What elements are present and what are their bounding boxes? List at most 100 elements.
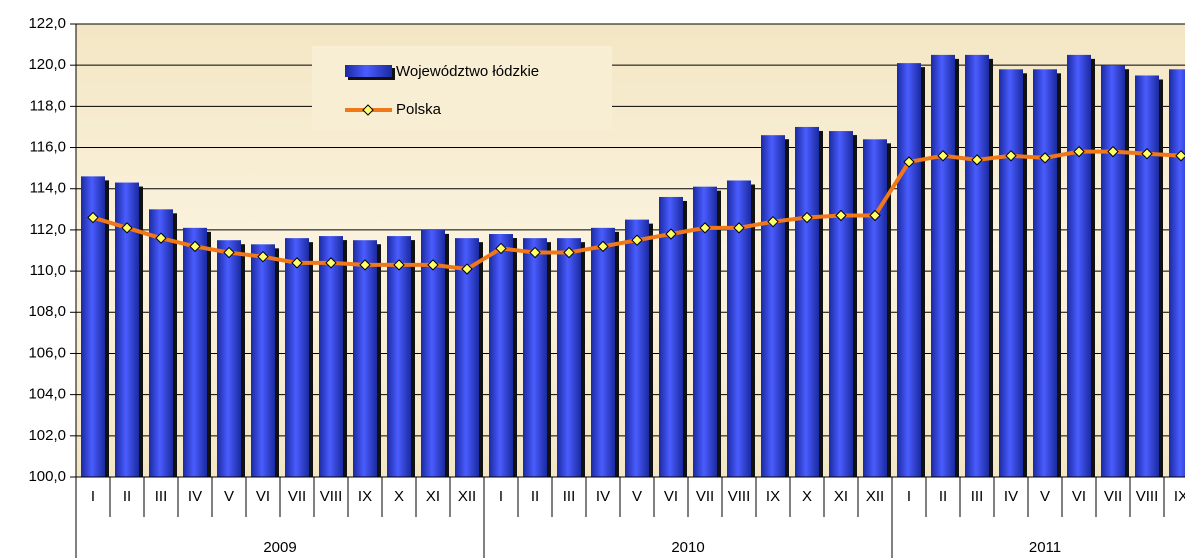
x-tick-label: I — [907, 488, 911, 505]
x-tick-label: III — [563, 488, 576, 505]
legend-swatch — [345, 65, 392, 77]
x-tick-label: II — [123, 488, 131, 505]
legend-label: Województwo łódzkie — [396, 63, 539, 80]
bar — [387, 236, 411, 477]
y-tick-label: 118,0 — [30, 97, 66, 114]
bar — [81, 176, 105, 477]
line-marker — [189, 240, 201, 253]
bar — [251, 244, 275, 477]
x-tick-label: X — [802, 488, 812, 505]
y-tick-label: 100,0 — [28, 468, 66, 485]
x-tick-label: III — [971, 488, 984, 505]
bar — [1169, 69, 1185, 478]
x-tick-label: V — [1040, 488, 1050, 505]
bar — [625, 219, 649, 477]
bar — [149, 209, 173, 477]
line-marker — [291, 257, 303, 269]
bar — [557, 238, 581, 477]
bar — [693, 186, 717, 477]
x-tick-label: XII — [866, 488, 884, 505]
x-tick-label: VIII — [1136, 488, 1159, 505]
bar — [1135, 75, 1159, 478]
y-tick-label: 122,0 — [28, 15, 66, 32]
group-label: 2009 — [263, 539, 296, 556]
bar — [1067, 54, 1091, 478]
bar — [285, 238, 309, 477]
x-tick-label: IV — [188, 488, 202, 505]
line-marker — [1175, 150, 1185, 162]
x-tick-label: VI — [664, 488, 678, 505]
bar — [761, 135, 785, 477]
line-marker — [903, 156, 915, 168]
line-marker — [563, 246, 575, 259]
x-tick-label: X — [394, 488, 404, 505]
bar — [421, 229, 445, 477]
line-marker — [1073, 145, 1085, 158]
line-marker — [869, 209, 881, 222]
line-marker — [427, 259, 439, 271]
x-tick-label: VII — [1104, 488, 1122, 505]
line-marker — [257, 250, 269, 263]
line-marker — [801, 211, 813, 224]
x-tick-label: I — [499, 488, 503, 505]
line-marker — [223, 246, 235, 259]
x-tick-label: XI — [834, 488, 848, 505]
line-marker — [325, 257, 337, 269]
y-tick-label: 106,0 — [28, 344, 66, 361]
group-label: 2010 — [671, 539, 704, 556]
y-tick-label: 120,0 — [28, 56, 66, 73]
x-tick-label: VIII — [728, 488, 751, 505]
line-marker — [733, 222, 745, 234]
x-tick-label: III — [155, 488, 168, 505]
x-tick-label: VII — [696, 488, 714, 505]
bar — [591, 227, 615, 477]
x-tick-label: IV — [596, 488, 610, 505]
bar — [183, 227, 207, 477]
line-marker — [495, 242, 507, 255]
y-tick-label: 116,0 — [30, 139, 66, 156]
line-marker — [767, 215, 779, 228]
x-tick-label: II — [531, 488, 539, 505]
bar — [931, 54, 955, 478]
line-marker — [835, 209, 847, 222]
bar — [217, 240, 241, 477]
bar — [319, 236, 343, 477]
line-marker — [937, 150, 949, 162]
line-marker — [597, 240, 609, 253]
bar — [999, 69, 1023, 478]
line-marker — [359, 259, 371, 271]
line-marker — [87, 211, 99, 224]
x-tick-label: VI — [256, 488, 270, 505]
y-tick-label: 110,0 — [30, 262, 66, 279]
bar — [863, 139, 887, 478]
y-tick-label: 112,0 — [30, 221, 66, 238]
legend-label: Polska — [396, 101, 442, 118]
line-marker — [971, 154, 983, 166]
y-tick-label: 104,0 — [28, 386, 66, 403]
legend-marker — [362, 104, 374, 116]
x-tick-label: XII — [458, 488, 476, 505]
line-marker — [393, 259, 405, 271]
x-tick-label: XI — [426, 488, 440, 505]
bar — [795, 126, 819, 478]
line-marker — [155, 232, 167, 244]
line-marker — [665, 228, 677, 240]
bar — [455, 238, 479, 477]
line-marker — [1141, 148, 1153, 160]
bar — [1033, 69, 1057, 478]
bar — [659, 196, 683, 478]
line-marker — [121, 222, 133, 234]
x-tick-label: V — [632, 488, 642, 505]
y-tick-label: 108,0 — [28, 303, 66, 320]
bar — [829, 131, 853, 477]
line-marker — [529, 246, 541, 259]
bar — [1101, 65, 1125, 477]
line-marker — [461, 263, 473, 275]
x-tick-label: I — [91, 488, 95, 505]
bar — [353, 240, 377, 477]
bar — [523, 238, 547, 477]
line-marker — [1039, 152, 1051, 164]
legend-box — [312, 46, 612, 130]
y-tick-label: 114,0 — [30, 180, 66, 197]
